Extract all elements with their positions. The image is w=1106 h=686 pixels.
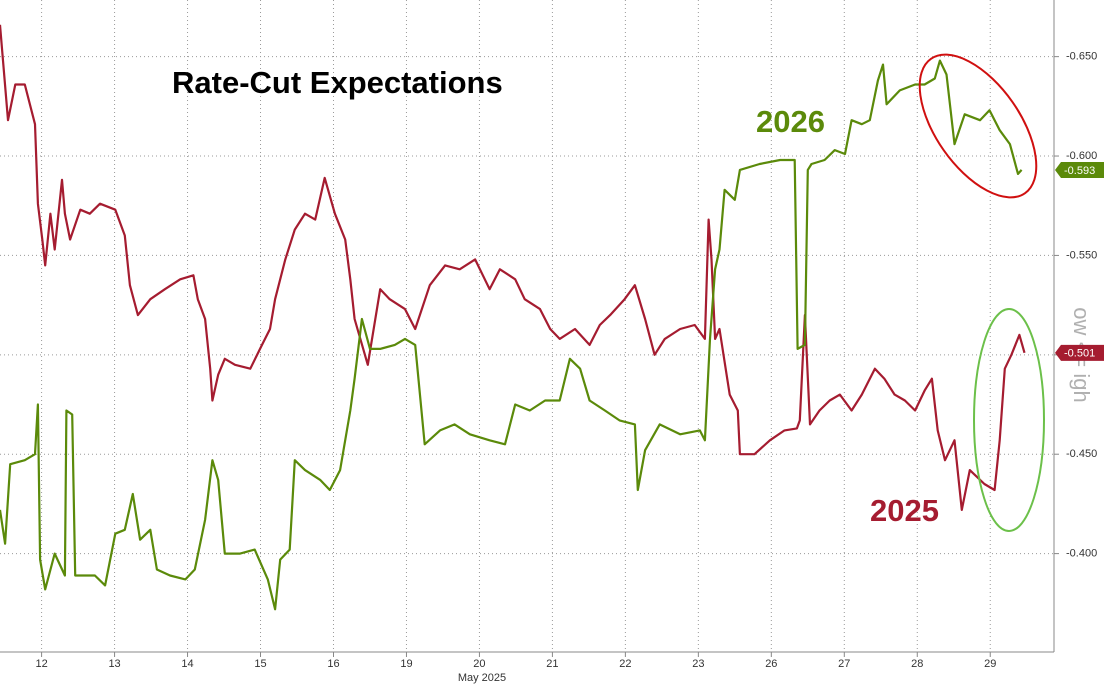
annotation-ellipse bbox=[918, 53, 1038, 199]
x-tick-label: 26 bbox=[765, 658, 777, 670]
series-line bbox=[0, 24, 1026, 511]
annotation-ellipse bbox=[973, 308, 1045, 532]
value-badge bbox=[1055, 344, 1104, 361]
x-tick-label: 19 bbox=[400, 658, 412, 670]
x-tick-label: 20 bbox=[473, 658, 485, 670]
plot-area bbox=[0, 24, 1026, 611]
x-tick-label: 12 bbox=[35, 658, 47, 670]
x-tick-label: 21 bbox=[546, 658, 558, 670]
x-axis-label: May 2025 bbox=[458, 672, 506, 684]
series-label: 2025 bbox=[870, 493, 939, 528]
x-tick-label: 23 bbox=[692, 658, 704, 670]
x-tick-label: 14 bbox=[181, 658, 193, 670]
x-tick-label: 22 bbox=[619, 658, 631, 670]
value-label: -0.593 bbox=[1064, 165, 1095, 177]
x-tick-label: 27 bbox=[838, 658, 850, 670]
series-label: 2026 bbox=[756, 104, 825, 139]
value-badge bbox=[1055, 161, 1104, 178]
series-line bbox=[0, 59, 1023, 611]
value-label: -0.501 bbox=[1064, 348, 1095, 360]
y-tick-label: -0.400 bbox=[1066, 548, 1097, 560]
y-tick-label: -0.650 bbox=[1066, 51, 1097, 63]
x-tick-label: 16 bbox=[327, 658, 339, 670]
y-tick-label: -0.550 bbox=[1066, 249, 1097, 261]
x-tick-label: 29 bbox=[984, 658, 996, 670]
x-tick-label: 15 bbox=[254, 658, 266, 670]
x-tick-label: 28 bbox=[911, 658, 923, 670]
y-tick-label: -0.600 bbox=[1066, 150, 1097, 162]
x-tick-label: 13 bbox=[108, 658, 120, 670]
y-tick-label: -0.450 bbox=[1066, 448, 1097, 460]
chart-title: Rate-Cut Expectations bbox=[172, 65, 503, 100]
